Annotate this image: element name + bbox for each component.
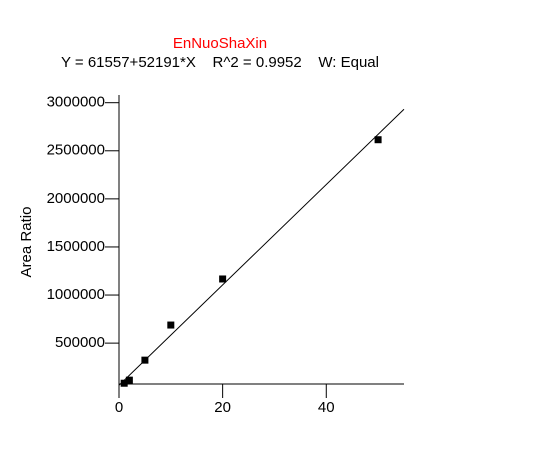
data-point — [219, 275, 227, 283]
y-tick-label: 1000000 — [47, 286, 105, 303]
data-point — [141, 356, 149, 364]
data-point — [120, 379, 128, 387]
y-tick-label: 500000 — [55, 334, 105, 351]
y-tick-label: 2000000 — [47, 190, 105, 207]
fit-line — [118, 108, 405, 386]
chart-title: EnNuoShaXin — [173, 35, 267, 52]
y-axis-label: Area Ratio — [18, 207, 35, 278]
x-tick-label: 0 — [115, 399, 123, 416]
chart-subtitle: Y = 61557+52191*X R^2 = 0.9952 W: Equal — [61, 54, 379, 71]
data-point — [374, 136, 382, 144]
x-tick-label: 20 — [214, 399, 231, 416]
y-tick-label: 2500000 — [47, 142, 105, 159]
y-tick-label: 3000000 — [47, 94, 105, 111]
y-tick-label: 1500000 — [47, 238, 105, 255]
data-point — [125, 376, 133, 384]
data-point — [167, 321, 175, 329]
x-tick-label: 40 — [318, 399, 335, 416]
